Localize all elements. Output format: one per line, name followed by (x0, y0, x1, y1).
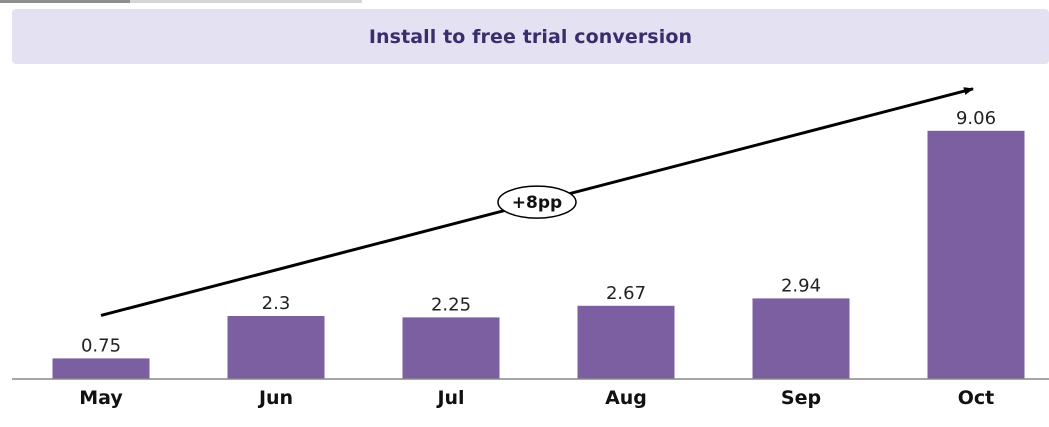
trend-annotation: +8pp (100, 87, 974, 317)
value-label-sep: 2.94 (781, 275, 821, 296)
bars-group (52, 130, 1025, 379)
value-label-may: 0.75 (81, 335, 121, 356)
labels-group: 0.75 May 2.3 Jun 2.25 Jul 2.67 Aug 2.94 Sep 9.06 Oc… (79, 108, 996, 409)
category-label-may: May (79, 387, 123, 409)
bar-may (52, 358, 150, 379)
bar-aug (577, 305, 675, 379)
category-label-aug: Aug (605, 387, 647, 409)
top-scroll-strip (0, 0, 362, 3)
value-label-jun: 2.3 (262, 293, 291, 314)
annotation-label: +8pp (512, 193, 562, 213)
category-label-jun: Jun (257, 387, 293, 409)
chart-title: Install to free trial conversion (368, 25, 693, 48)
category-label-sep: Sep (781, 387, 821, 409)
bar-jul (402, 317, 500, 379)
category-label-jul: Jul (435, 387, 464, 409)
category-label-oct: Oct (958, 387, 995, 409)
bar-oct (927, 130, 1025, 379)
top-scroll-strip-segment (0, 0, 130, 3)
value-label-aug: 2.67 (606, 283, 646, 304)
chart-title-banner: Install to free trial conversion (12, 9, 1049, 64)
value-label-oct: 9.06 (956, 108, 996, 129)
bar-sep (752, 298, 850, 379)
annotation-oval (497, 185, 577, 219)
bar-jun (227, 316, 325, 379)
value-label-jul: 2.25 (431, 294, 471, 315)
